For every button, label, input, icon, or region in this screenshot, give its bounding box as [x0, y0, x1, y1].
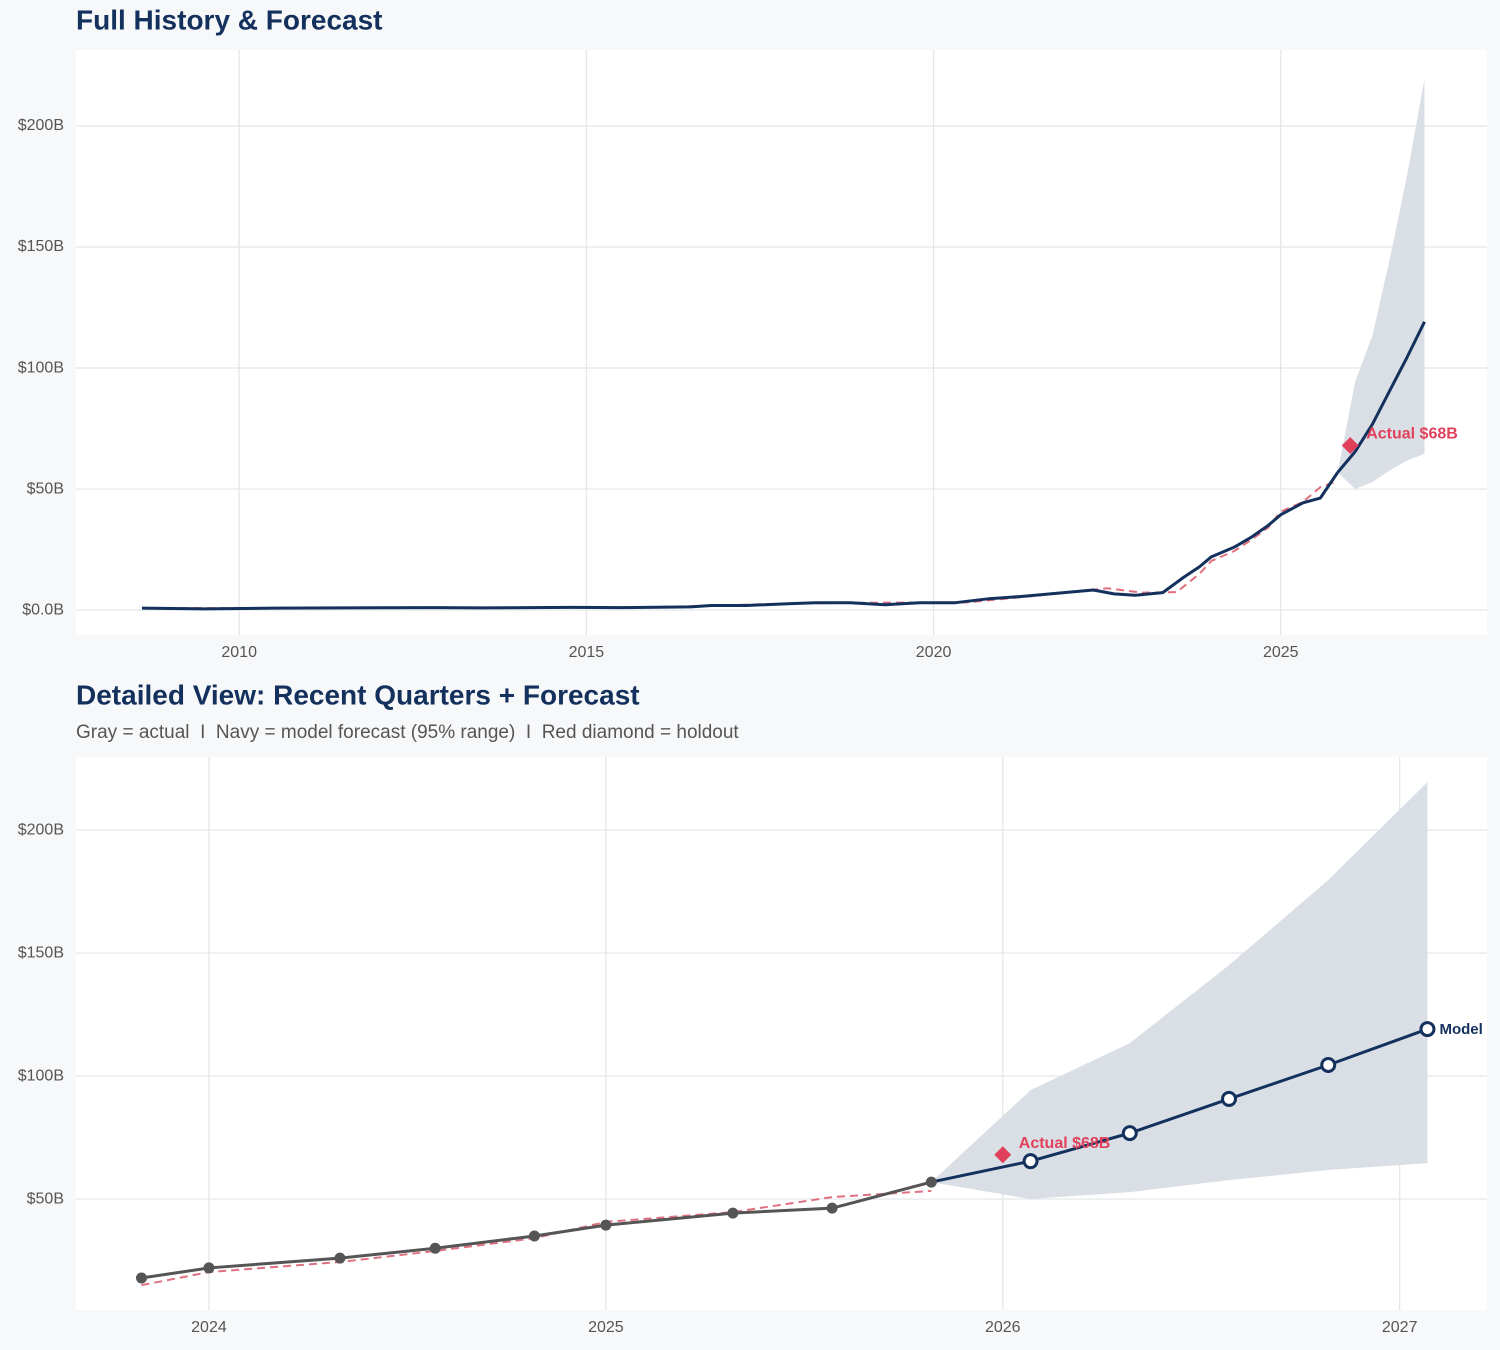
- forecast-band: [931, 782, 1428, 1200]
- y-tick-label: $100B: [18, 359, 64, 376]
- holdout-label: Actual $68B: [1019, 1135, 1111, 1152]
- point: [1320, 1056, 1337, 1073]
- x-tick-label: 2024: [191, 1319, 227, 1336]
- y-tick-label: $150B: [18, 944, 64, 961]
- x-tick-label: 2015: [569, 644, 605, 661]
- x-tick-label: 2025: [588, 1319, 624, 1336]
- y-tick-label: $150B: [18, 238, 64, 255]
- y-tick-label: $0.0B: [22, 601, 64, 618]
- forecast-band: [1337, 78, 1425, 490]
- series-line: [141, 471, 1339, 611]
- point: [1121, 1125, 1138, 1142]
- x-tick-label: 2010: [221, 644, 257, 661]
- point: [1419, 1021, 1436, 1038]
- point: [334, 1252, 346, 1264]
- end-label: Model: [1439, 1021, 1482, 1038]
- point: [600, 1219, 612, 1231]
- y-tick-label: $200B: [18, 821, 64, 838]
- x-tick-label: 2020: [916, 644, 952, 661]
- plot-area: [76, 50, 1487, 635]
- point: [203, 1262, 215, 1274]
- point: [826, 1202, 838, 1214]
- point: [925, 1176, 937, 1188]
- holdout-label: Actual $68B: [1366, 426, 1458, 443]
- point: [135, 1272, 147, 1284]
- holdout-diamond: [994, 1146, 1012, 1164]
- y-tick-label: $200B: [18, 117, 64, 134]
- connector: [1336, 450, 1357, 474]
- chart-title: Full History & Forecast: [76, 4, 383, 35]
- point: [727, 1207, 739, 1219]
- y-tick-label: $50B: [27, 1190, 64, 1207]
- chart-title: Detailed View: Recent Quarters + Forecas…: [76, 679, 640, 710]
- y-tick-label: $50B: [27, 480, 64, 497]
- point: [528, 1230, 540, 1242]
- series-line: [1353, 321, 1426, 453]
- x-tick-label: 2027: [1382, 1319, 1418, 1336]
- connector: [931, 1159, 1031, 1184]
- x-tick-label: 2025: [1263, 644, 1299, 661]
- x-tick-label: 2026: [985, 1319, 1021, 1336]
- chart-subtitle: Gray = actual I Navy = model forecast (9…: [76, 722, 739, 743]
- point: [1221, 1090, 1238, 1107]
- point: [429, 1242, 441, 1254]
- y-tick-label: $100B: [18, 1067, 64, 1084]
- point: [1022, 1153, 1039, 1170]
